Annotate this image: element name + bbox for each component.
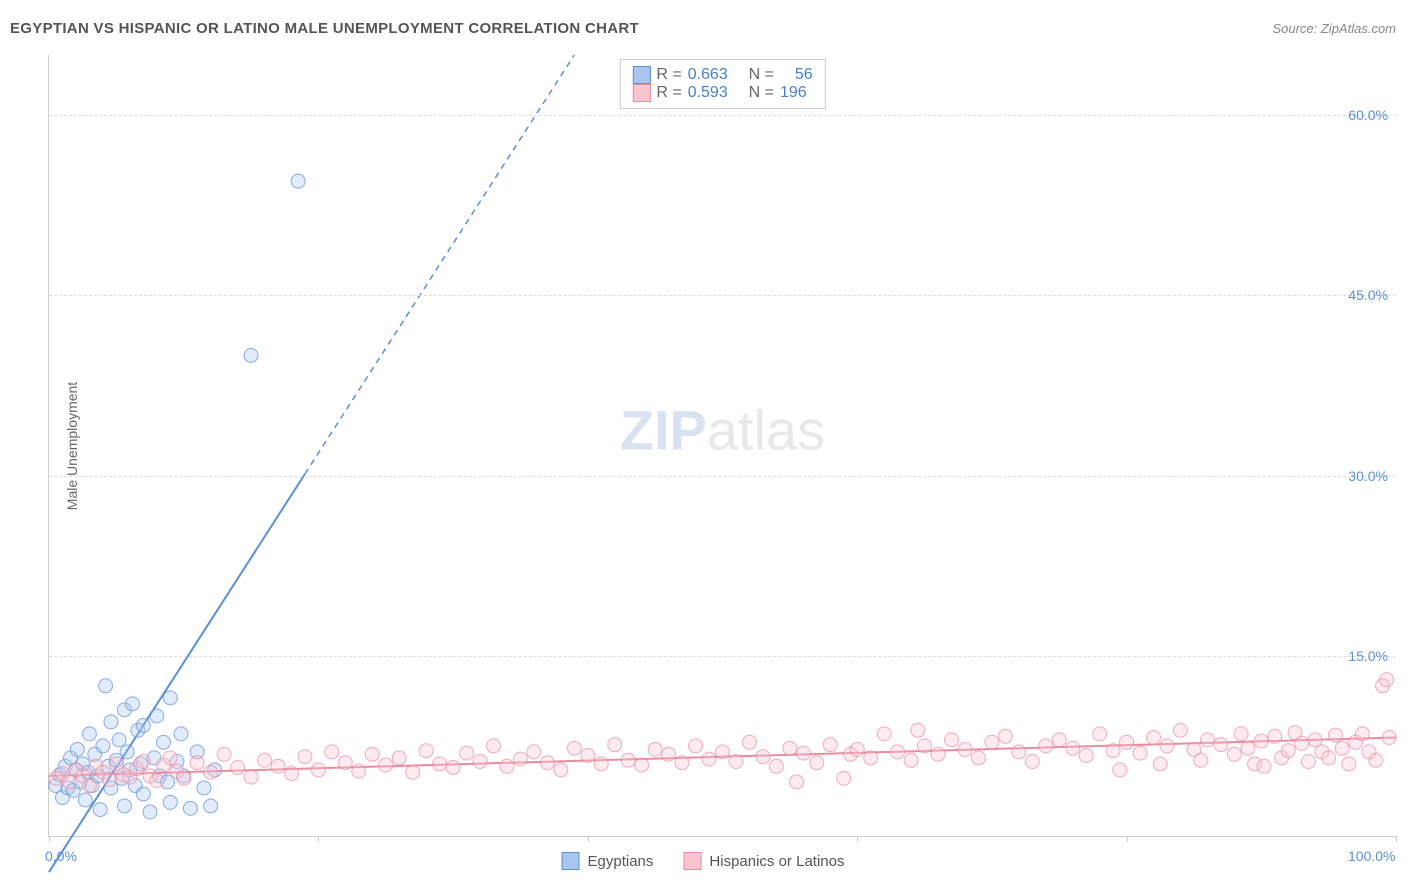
stats-row-2: R = 0.593 N = 196 [632, 84, 812, 102]
chart-title: EGYPTIAN VS HISPANIC OR LATINO MALE UNEM… [10, 20, 639, 37]
legend-item-1: Egyptians [562, 852, 654, 870]
legend-swatch-1 [562, 852, 580, 870]
swatch-series-1 [632, 66, 650, 84]
legend-label-2: Hispanics or Latinos [709, 853, 844, 870]
y-tick-label: 30.0% [1348, 468, 1388, 484]
title-bar: EGYPTIAN VS HISPANIC OR LATINO MALE UNEM… [10, 20, 1396, 37]
r-value-2: 0.593 [688, 84, 728, 102]
legend-label-1: Egyptians [588, 853, 654, 870]
y-tick-label: 45.0% [1348, 287, 1388, 303]
stats-row-1: R = 0.663 N = 56 [632, 66, 812, 84]
x-axis-label: 100.0% [1348, 848, 1395, 864]
stats-box: R = 0.663 N = 56 R = 0.593 N = 196 [619, 59, 825, 109]
source-attribution: Source: ZipAtlas.com [1272, 21, 1396, 36]
plot-area: ZIPatlas R = 0.663 N = 56 R = 0.593 N = … [48, 55, 1396, 837]
n-value-1: 56 [795, 66, 813, 84]
n-label-1: N = [749, 66, 774, 84]
x-axis-label: 0.0% [45, 848, 77, 864]
r-label-1: R = [656, 66, 681, 84]
chart-svg [49, 55, 1396, 836]
swatch-series-2 [632, 84, 650, 102]
legend-item-2: Hispanics or Latinos [683, 852, 844, 870]
r-value-1: 0.663 [688, 66, 728, 84]
r-label-2: R = [656, 84, 681, 102]
legend-swatch-2 [683, 852, 701, 870]
bottom-legend: Egyptians Hispanics or Latinos [562, 852, 845, 870]
n-label-2: N = [749, 84, 774, 102]
y-tick-label: 15.0% [1348, 648, 1388, 664]
y-tick-label: 60.0% [1348, 107, 1388, 123]
n-value-2: 196 [780, 84, 807, 102]
